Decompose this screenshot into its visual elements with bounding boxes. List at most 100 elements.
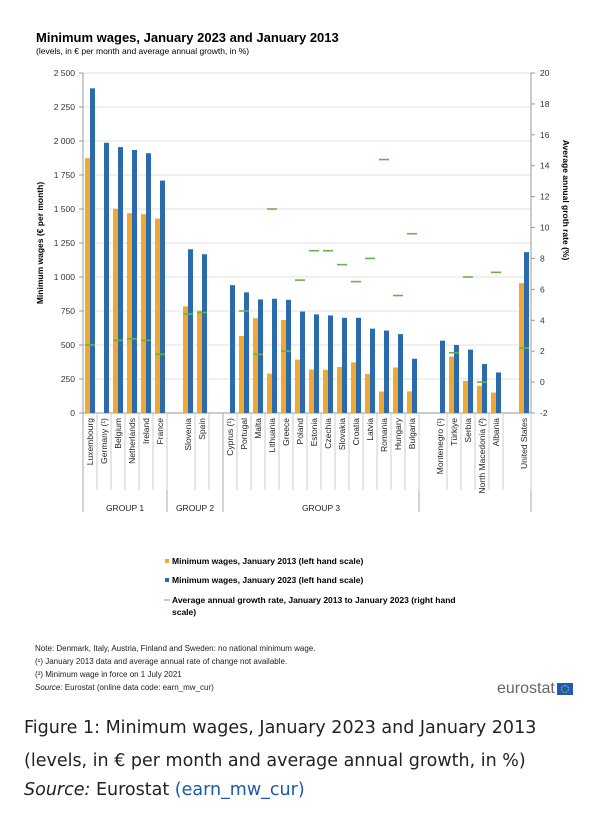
group-label: GROUP 3 [302,503,340,513]
category-label: Cyprus (¹) [225,418,235,456]
y-tick-label: 2 250 [54,102,76,112]
bar-2013 [253,318,258,413]
category-label: Serbia [463,418,473,443]
bar-2023 [496,372,501,413]
bar-2023 [398,334,403,413]
legend-label-growth-1: Average annual growth rate, January 2013… [172,595,456,605]
legend-swatch-2023 [165,578,169,582]
category-label: Germany (¹) [99,418,109,464]
y-tick-label: 1 500 [54,204,76,214]
bar-2013 [267,373,272,413]
bar-2023 [258,299,263,413]
category-label: Albania [491,418,501,447]
bar-2023 [300,311,305,413]
y2-tick-label: 8 [540,253,545,263]
category-label: Croatia [351,418,361,446]
bar-2013 [155,218,160,413]
legend-label-2023: Minimum wages, January 2023 (left hand s… [172,575,363,585]
category-label: Türkiye [449,418,459,446]
y-tick-label: 750 [61,306,75,316]
category-label: United States [519,418,529,469]
y-tick-label: 500 [61,340,75,350]
bar-2023 [90,88,95,414]
category-label: Greece [281,418,291,446]
y-tick-label: 2 500 [54,68,76,78]
legend-label-2013: Minimum wages, January 2013 (left hand s… [172,556,363,566]
minimum-wages-chart: Minimum wages, January 2023 and January … [35,30,571,692]
bar-2023 [286,299,291,413]
y-axis-label: Minimum wages (€ per month) [35,182,45,304]
y-tick-label: 250 [61,374,75,384]
bar-2013 [365,373,370,413]
bar-2023 [440,340,445,413]
source-line: Source: Eurostat (online data code: earn… [35,683,214,692]
bar-2013 [407,391,412,413]
caption-source: Source: Eurostat (earn_mw_cur) [24,780,305,800]
chart-subtitle: (levels, in € per month and average annu… [36,46,249,56]
bar-2013 [295,359,300,413]
figure-caption: Figure 1: Minimum wages, January 2023 an… [24,718,537,771]
category-label: Bulgaria [407,418,417,449]
eu-flag-icon [556,683,573,695]
category-label: Lithuania [267,418,277,453]
bar-2023 [202,254,207,413]
category-label: Slovenia [183,418,193,451]
eurostat-logo-text: eurostat [497,680,555,697]
y-tick-label: 2 000 [54,136,76,146]
y-tick-label: 0 [70,408,75,418]
bar-2023 [468,349,473,413]
bar-2013 [309,369,314,413]
y2-tick-label: 2 [540,346,545,356]
bar-2013 [351,362,356,413]
bar-2023 [132,149,137,413]
y2-tick-label: 0 [540,377,545,387]
bar-2013 [239,336,244,413]
caption-source-label: Source: [24,780,91,800]
bar-2023 [160,180,165,413]
eurostat-logo: eurostat [497,680,573,698]
bar-2013 [141,214,146,413]
legend-item-2013: Minimum wages, January 2013 (left hand s… [165,556,363,566]
bar-2023 [244,292,249,413]
y-tick-label: 1 000 [54,272,76,282]
y2-tick-label: 4 [540,315,545,325]
category-label: Poland [295,418,305,445]
bar-2023 [482,364,487,413]
bar-2013 [323,369,328,413]
category-label: Hungary [393,417,403,450]
category-label: Latvia [365,418,375,441]
bar-2023 [104,142,109,413]
chart-title: Minimum wages, January 2023 and January … [36,30,339,45]
category-label: Belgium [113,418,123,449]
y2-tick-label: 10 [540,223,550,233]
earn-mw-cur-link[interactable]: (earn_mw_cur) [174,780,305,800]
group-label: GROUP 1 [106,503,144,513]
footnote-2: (²) Minimum wage in force on 1 July 2021 [35,670,182,679]
bar-2023 [328,315,333,413]
bar-2013 [491,392,496,413]
bar-2023 [118,147,123,413]
y2-tick-label: 14 [540,161,550,171]
bar-2013 [281,319,286,413]
category-label: Estonia [309,418,319,447]
category-label: Ireland [141,418,151,444]
category-label: Montenegro (¹) [435,418,445,474]
category-label: Netherlands [127,418,137,464]
bar-2013 [113,208,118,413]
bar-2023 [370,328,375,413]
y2-tick-label: 18 [540,99,550,109]
category-label: Slovakia [337,418,347,450]
category-label: Romania [379,418,389,452]
caption-source-text: Eurostat [90,780,175,800]
category-label: France [155,418,165,445]
bar-2013 [127,213,132,413]
group-label: GROUP 2 [176,503,214,513]
legend-item-2023: Minimum wages, January 2023 (left hand s… [165,575,363,585]
bar-2023 [412,358,417,413]
bar-2013 [477,385,482,413]
y2-axis-label: Average annual groth rate (%) [561,140,571,261]
category-label: Portugal [239,418,249,450]
bar-2023 [384,330,389,413]
bar-2023 [356,317,361,413]
legend-label-growth-2: scale) [172,607,196,617]
